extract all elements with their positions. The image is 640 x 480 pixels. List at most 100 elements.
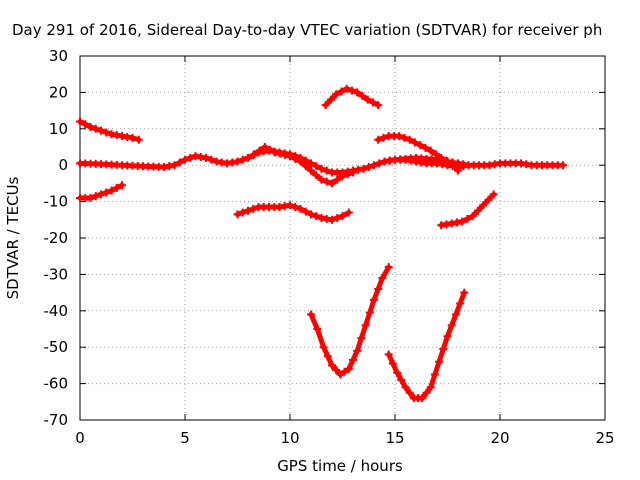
data-point [489,190,498,199]
x-tick-label: 20 [490,429,509,447]
axis-ticks: 0 5 10 15 20 25 -70 -60 -50 -40 -30 -20 -10 0 10 20 30 [44,47,615,447]
data-point [332,365,341,374]
data-point [375,159,384,168]
y-tick-label: -20 [44,229,69,247]
data-point [276,149,285,158]
data-point [301,207,310,216]
data-point [128,133,137,142]
data-point [170,161,179,170]
data-point [363,95,372,104]
data-point [112,183,121,192]
data-point [313,325,322,333]
data-point [328,215,336,224]
data-point [430,370,439,379]
data-point [255,146,264,155]
x-tick-label: 25 [595,429,614,447]
chart-title: Day 291 of 2016, Sidereal Day-to-day VTE… [12,21,602,39]
x-tick-label: 10 [280,429,299,447]
data-point [312,162,321,171]
data-point [473,206,482,215]
data-point [359,164,368,173]
data-point [86,193,95,202]
data-point [374,284,383,293]
data-point [344,208,353,217]
data-point [307,310,315,319]
data-point [374,101,383,110]
data-point [333,175,342,184]
data-point [340,367,349,376]
data-point [321,101,330,110]
y-tick-label: -10 [44,193,69,211]
data-point [458,217,467,226]
data-point [349,355,357,364]
data-point [353,346,362,355]
data-point [238,155,247,164]
data-point [317,164,326,173]
data-point [421,143,430,152]
data-point [364,163,373,172]
data-point [365,308,374,317]
series-segment [314,326,327,350]
data-point [296,204,305,213]
data-point [81,120,90,129]
data-point [338,172,347,181]
x-tick-label: 5 [180,429,190,447]
y-tick-label: -70 [44,411,69,429]
x-tick-label: 15 [385,429,404,447]
series-baseline [76,146,567,177]
data-point [134,135,143,144]
data-point [307,210,315,219]
data-point [328,179,336,188]
data-point [307,166,315,175]
data-point [431,150,440,159]
y-tick-label: 0 [58,156,68,174]
data-point [370,295,378,304]
data-point [342,84,351,93]
data-point [175,158,184,167]
data-point [344,365,353,374]
series-s4 [250,143,357,188]
series-s10 [384,288,469,403]
data-point [328,361,336,370]
data-point [260,143,269,151]
data-point [323,352,332,361]
data-point [118,181,126,190]
data-point [368,98,377,107]
data-point [233,157,242,166]
data-point [479,201,488,210]
data-point [244,153,252,162]
data-point [317,175,326,184]
data-point [384,350,393,359]
data-point [286,201,294,210]
data-point [456,299,465,308]
data-point [443,332,452,341]
data-point [349,168,357,177]
data-point [464,161,473,170]
y-tick-label: 30 [49,47,68,65]
data-point [426,146,435,155]
series-s7 [380,153,473,170]
data-point [312,171,321,180]
data-point [301,162,310,171]
data-point [337,87,346,96]
y-tick-label: -60 [44,375,69,393]
data-point [97,126,105,135]
data-point [422,388,431,397]
y-tick-label: 10 [49,120,68,138]
data-point [338,212,347,221]
data-point [361,321,370,330]
data-point [370,161,378,170]
data-point [405,135,414,144]
data-point [271,148,280,157]
data-point [76,117,84,126]
data-point [97,190,105,199]
data-point [468,212,477,221]
data-point [393,368,402,377]
data-point [233,210,242,219]
data-point [405,388,414,397]
data-point [286,152,294,161]
y-tick-label: 20 [49,83,68,101]
data-point [463,214,472,223]
data-point [326,95,335,104]
